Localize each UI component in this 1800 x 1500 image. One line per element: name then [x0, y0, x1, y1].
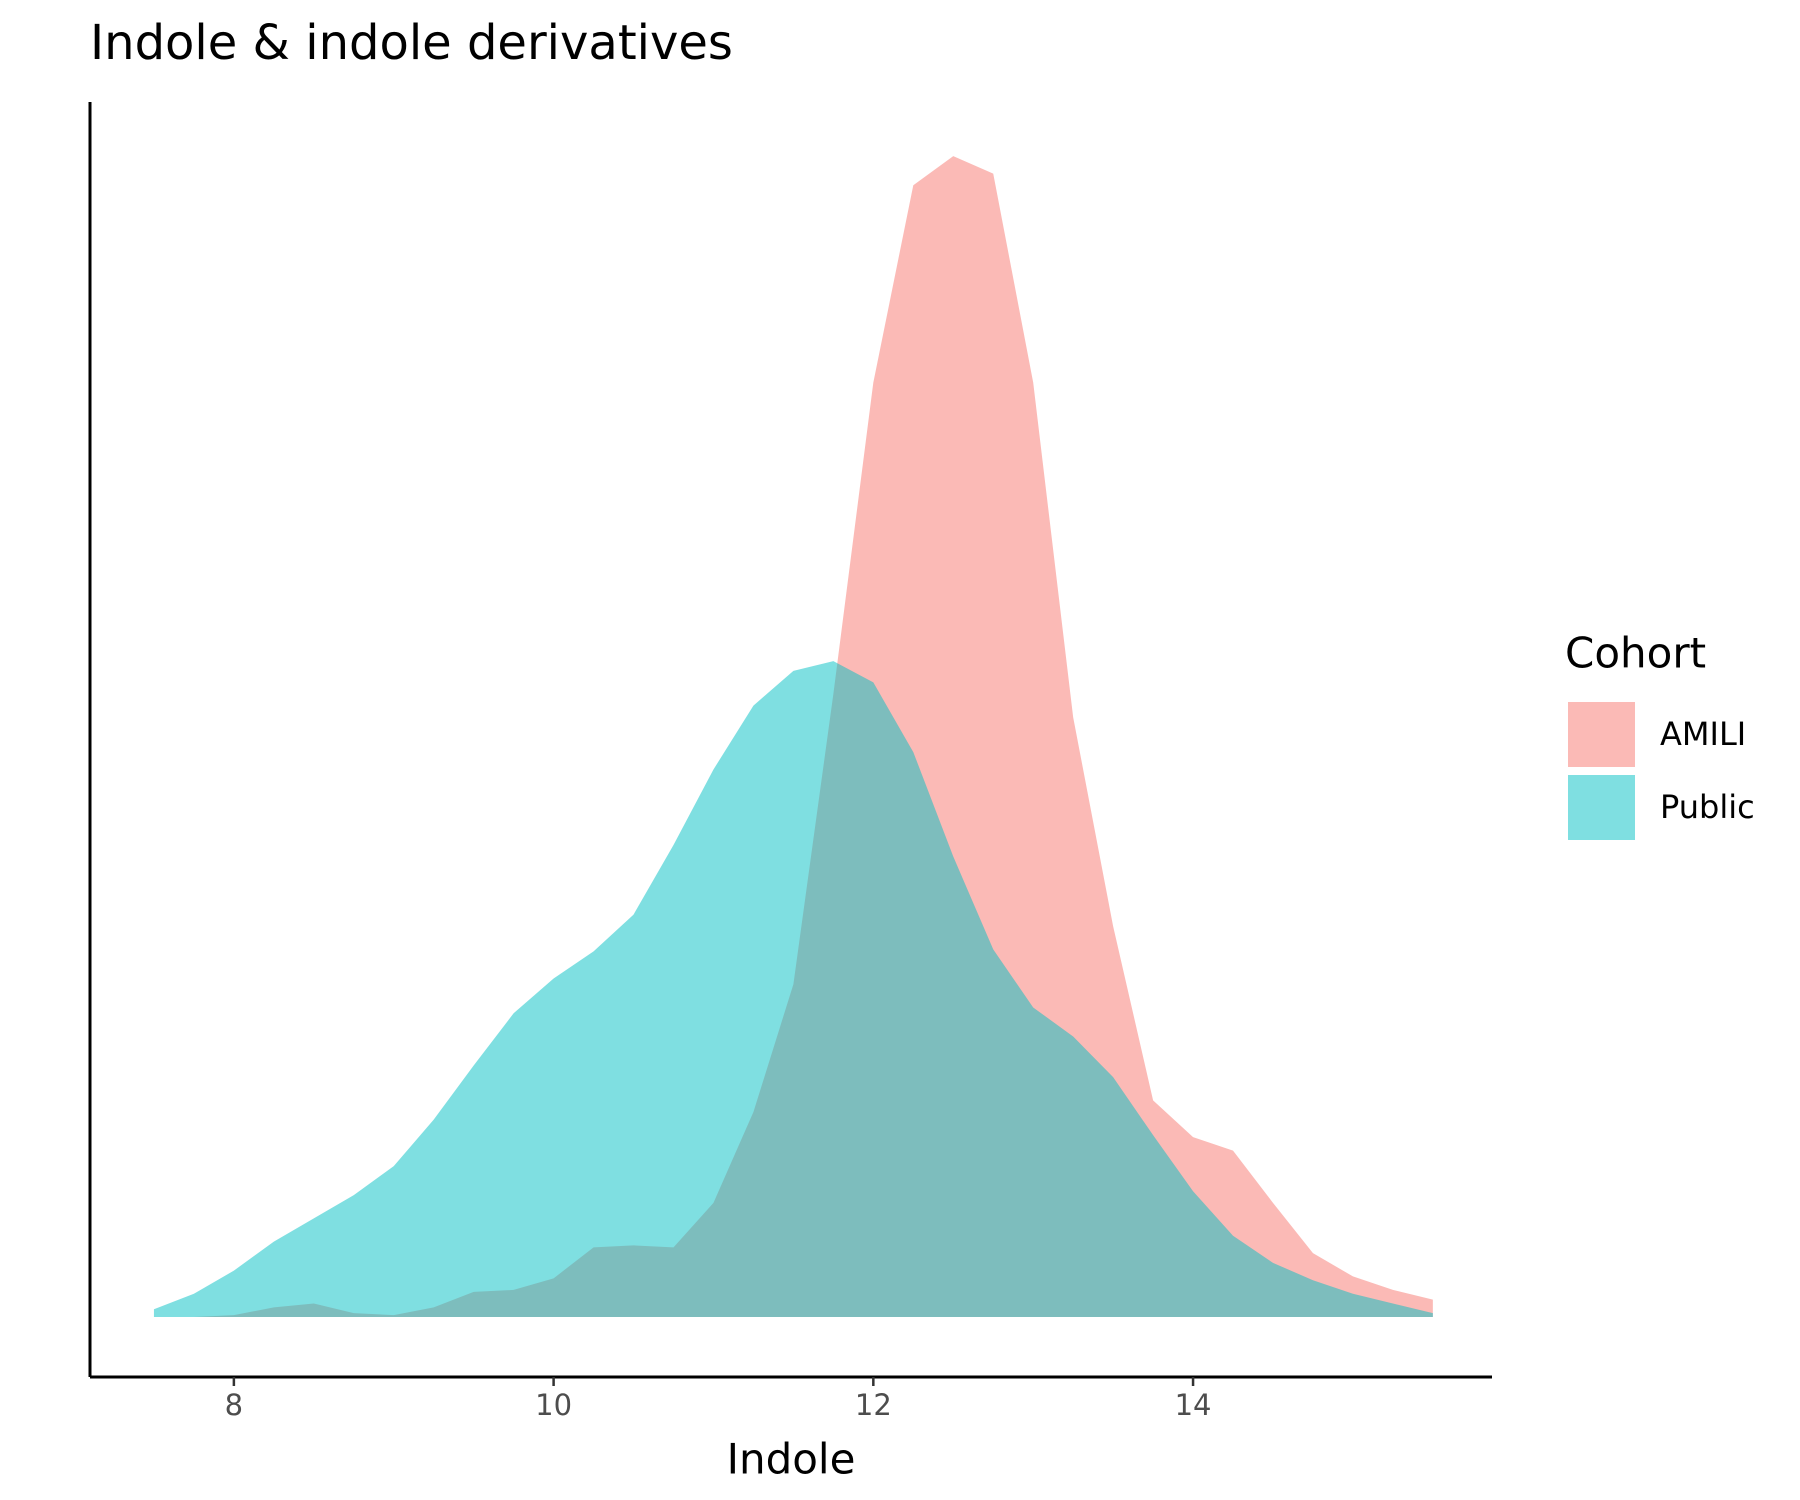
legend-title: Cohort [1565, 629, 1706, 678]
legend-swatch [1568, 775, 1635, 840]
x-tick-label: 10 [535, 1388, 572, 1422]
x-tick-label: 14 [1175, 1388, 1212, 1422]
legend-label: Public [1660, 788, 1755, 826]
chart-title: Indole & indole derivatives [90, 15, 733, 71]
legend-label: AMILI [1660, 715, 1746, 753]
density-area [153, 156, 1433, 1318]
legend-swatch [1568, 702, 1635, 767]
x-axis-title: Indole [727, 1435, 856, 1484]
x-tick-label: 12 [855, 1388, 892, 1422]
density-area [153, 661, 1433, 1318]
x-tick-label: 8 [225, 1388, 243, 1422]
